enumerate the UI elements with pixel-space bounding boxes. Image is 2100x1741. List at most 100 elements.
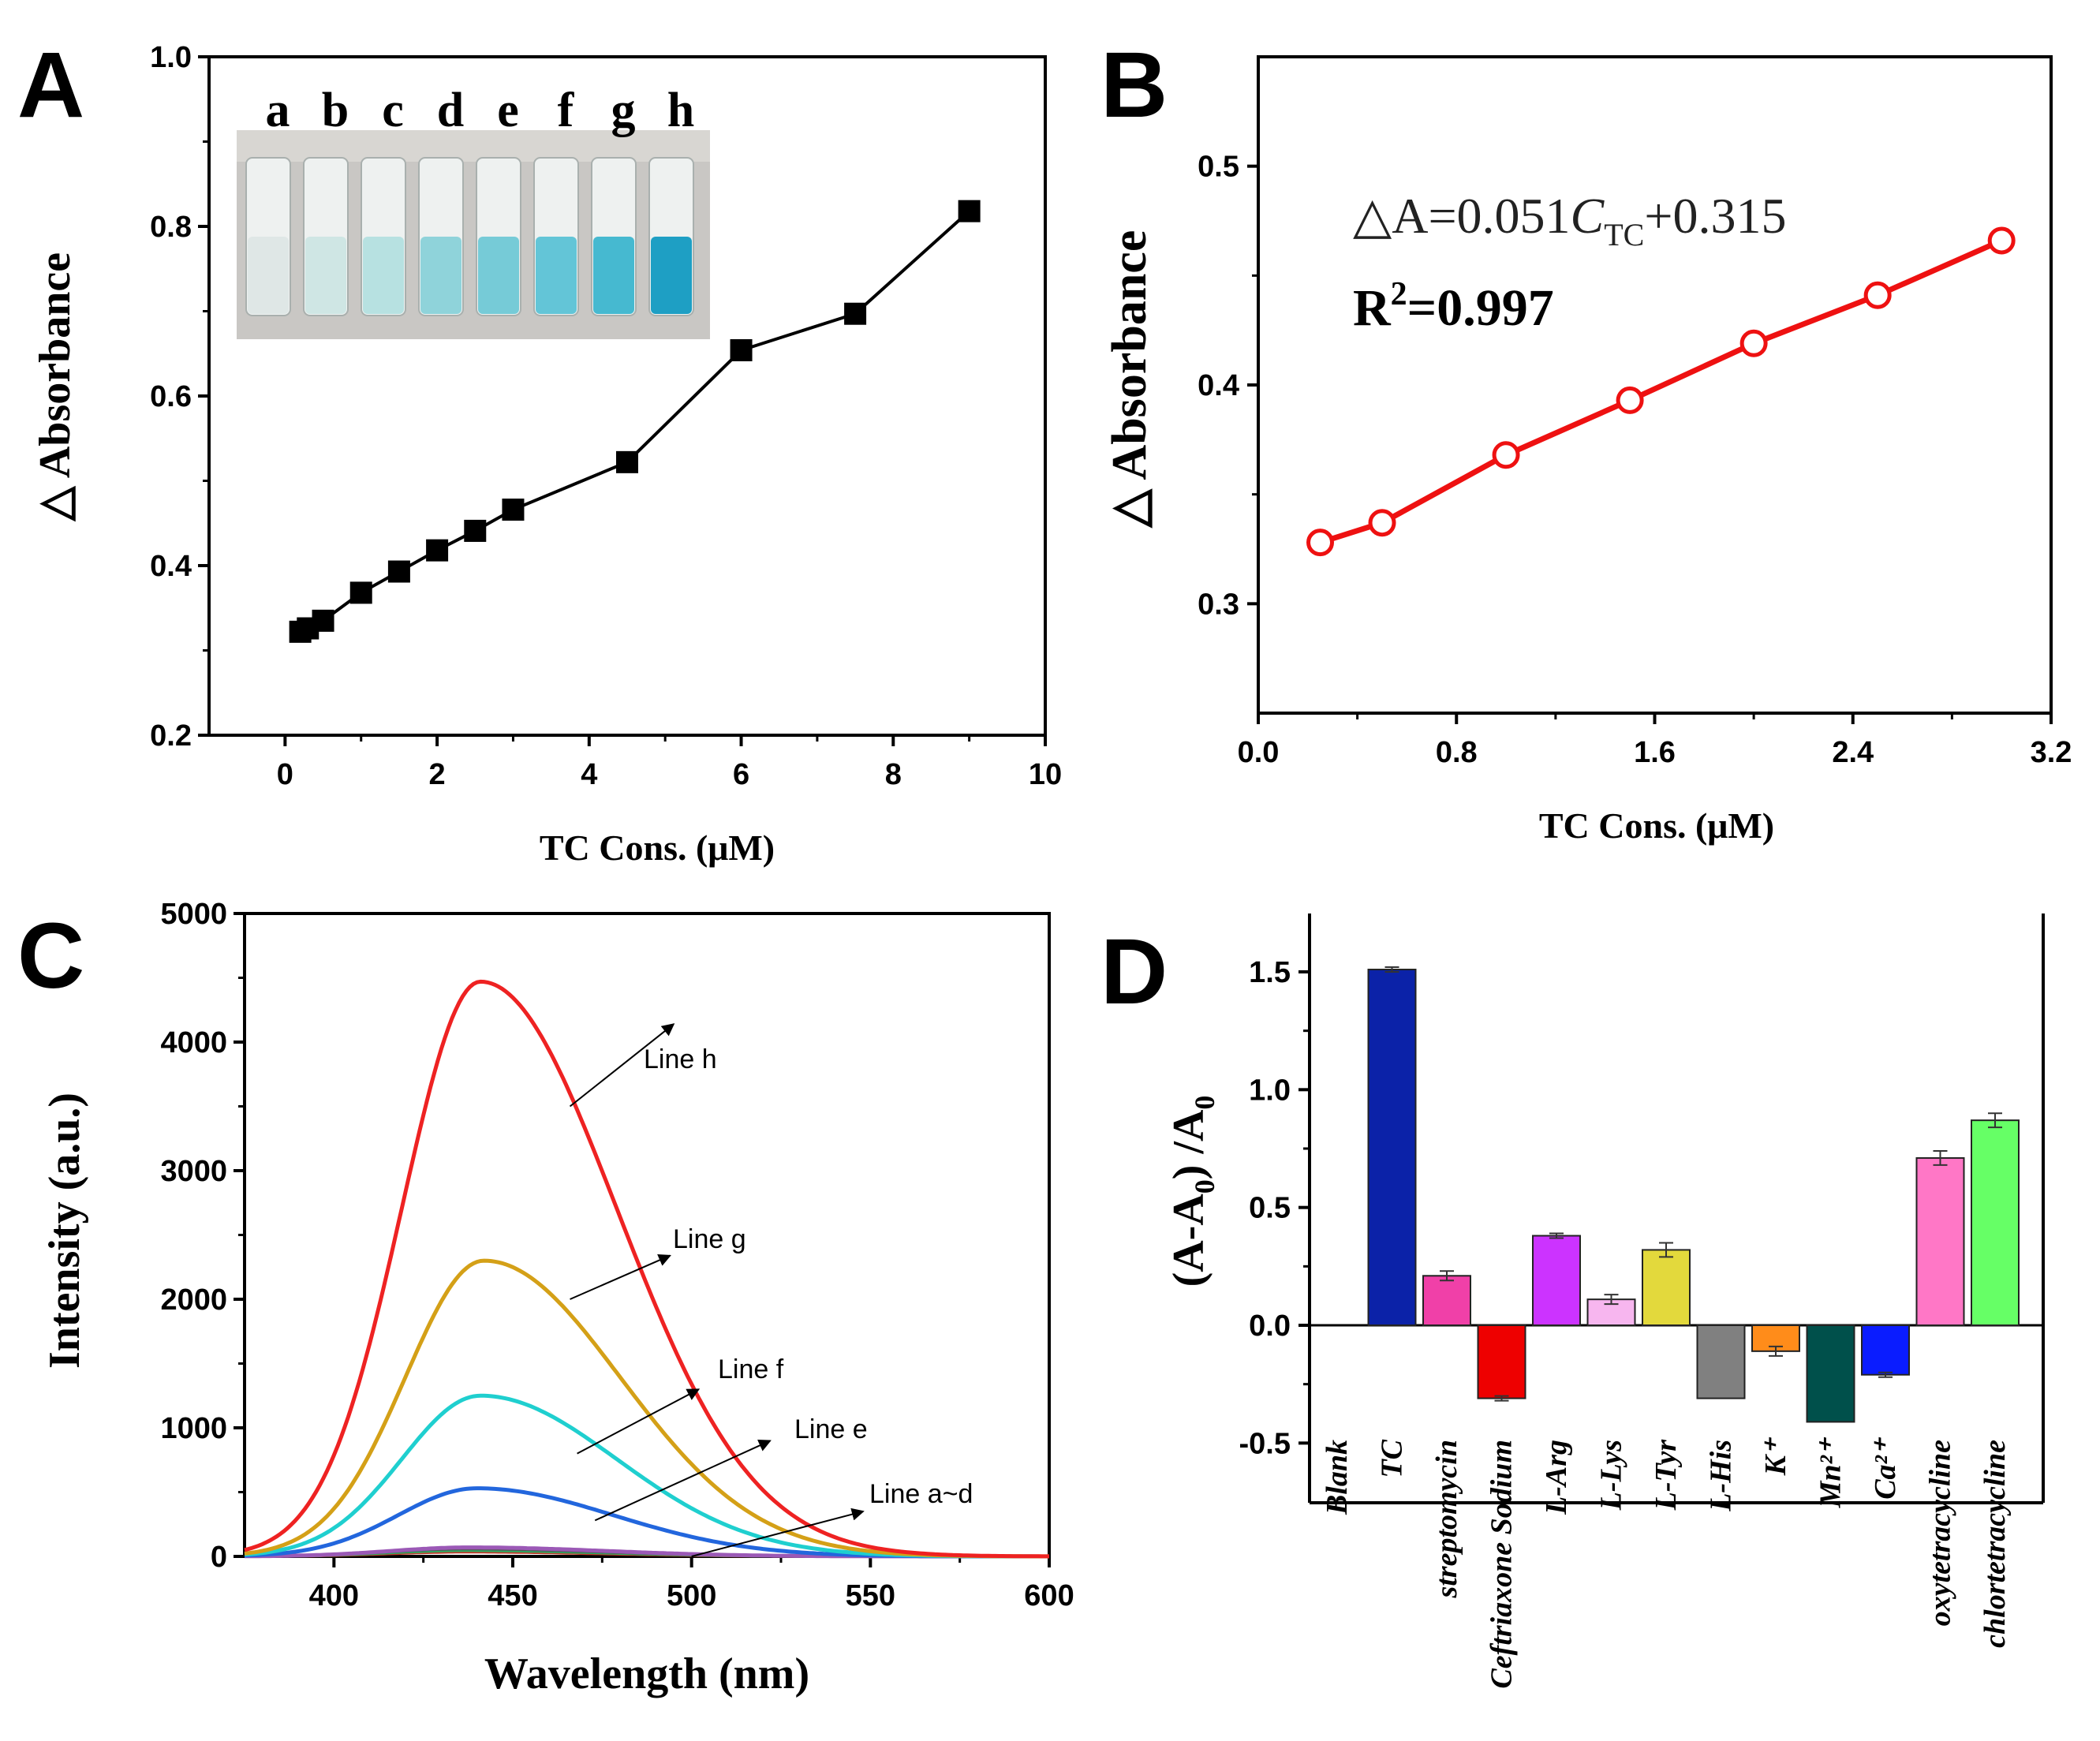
vial-liquid <box>363 237 404 314</box>
panel-a-xlabel: TC Cons. (μM) <box>540 828 775 868</box>
data-point <box>616 450 638 473</box>
annotation-arrow <box>594 1439 772 1522</box>
panel-d-ylabel: (A-A0) /A0 <box>1164 1096 1220 1287</box>
y-tick-label: 2000 <box>160 1283 227 1317</box>
panel-a-letter: A <box>17 33 84 137</box>
panel-c: C 400 450 500 550 600 0 1000 2000 3000 4000 5000 L… <box>17 898 1074 1698</box>
data-point <box>730 338 753 361</box>
panel-c-annotations: Line h Line g Line f Line e Line a~d <box>569 1023 973 1557</box>
data-point <box>1987 226 2016 255</box>
vial-liquid <box>593 237 634 314</box>
spectrum-curve <box>244 1258 1049 1559</box>
vial-liquid <box>651 237 692 314</box>
vial-label: a <box>266 84 290 137</box>
y-tick-label: 0.5 <box>1249 1192 1291 1225</box>
data-point <box>1863 281 1892 309</box>
x-tick-label: 1.6 <box>1634 736 1676 769</box>
category-label: Mn²⁺ <box>1814 1437 1848 1508</box>
bar <box>1806 1324 1855 1423</box>
bar <box>1422 1275 1471 1327</box>
x-tick-label: 3.2 <box>2031 736 2072 769</box>
panel-c-xlabel: Wavelength (nm) <box>484 1649 809 1698</box>
category-label: K⁺ <box>1759 1437 1792 1476</box>
x-tick-label: 600 <box>1024 1579 1074 1612</box>
x-tick-label: 10 <box>1029 758 1062 791</box>
bar <box>1971 1119 2020 1327</box>
annotation-label: Line g <box>673 1224 746 1254</box>
annotation-label: Line a~d <box>869 1479 973 1509</box>
y-tick-label: 0.4 <box>1198 369 1239 402</box>
x-tick-label: 2.4 <box>1832 736 1874 769</box>
data-point <box>1616 386 1644 414</box>
panel-d: D -0.5 0.0 0.5 1.0 1.5 Blank TC streptomycin Ce… <box>1100 913 2045 1689</box>
panel-d-category-labels: Blank TC streptomycin Ceftriaxone Sodium L-A… <box>1321 1437 2012 1689</box>
y-tick-label: 4000 <box>160 1026 227 1059</box>
bar <box>1367 969 1417 1326</box>
annotation-label: Line f <box>718 1354 784 1384</box>
category-label: TC <box>1376 1439 1409 1478</box>
vial-liquid <box>536 237 577 314</box>
vial-label: f <box>558 84 575 137</box>
panel-b-plot-frame <box>1257 55 2053 715</box>
x-tick-label: 4 <box>581 758 597 791</box>
x-tick-label: 0.0 <box>1238 736 1280 769</box>
annotation-arrow <box>577 1388 701 1455</box>
vial-label: d <box>437 84 464 137</box>
category-label: L-Lys <box>1595 1440 1628 1511</box>
panel-c-letter: C <box>17 904 84 1008</box>
x-tick-label: 8 <box>885 758 902 791</box>
category-label: Blank <box>1321 1440 1354 1515</box>
vial-liquid <box>420 237 461 314</box>
bar <box>1861 1324 1910 1376</box>
annotation-label: Line e <box>794 1414 868 1444</box>
x-tick-label: 400 <box>309 1579 359 1612</box>
panel-c-ticks: 400 450 500 550 600 0 1000 2000 3000 4000 5000 <box>160 898 1074 1612</box>
y-tick-label: 0 <box>211 1541 227 1574</box>
bar <box>1642 1249 1691 1326</box>
x-tick-label: 6 <box>733 758 749 791</box>
data-point <box>1739 329 1768 357</box>
y-tick-label: 0.3 <box>1198 588 1239 621</box>
vial-photo-inset <box>237 130 710 339</box>
panel-b-r-squared: R2=0.997 <box>1353 276 1554 337</box>
vial-label: c <box>382 84 404 137</box>
spectrum-curve <box>244 979 1049 1559</box>
data-point <box>464 519 487 542</box>
panel-c-ylabel: Intensity (a.u.) <box>40 1093 89 1369</box>
data-point <box>1368 509 1396 537</box>
vial-liquid <box>248 237 289 314</box>
vial-photo-top-band <box>237 130 710 162</box>
bar <box>1477 1324 1526 1399</box>
category-label: oxytetracycline <box>1924 1440 1957 1626</box>
panel-b-ylabel: △ Absorbance <box>1103 230 1156 529</box>
annotation-arrow <box>569 1023 675 1108</box>
data-point <box>426 539 449 562</box>
annotation-label: Line h <box>644 1044 717 1074</box>
y-tick-label: 3000 <box>160 1155 227 1188</box>
panel-b-equation: △A=0.051CTC+0.315 <box>1353 188 1786 252</box>
panel-b-series <box>1306 226 2016 557</box>
category-label: Ca²⁺ <box>1869 1437 1902 1500</box>
data-point <box>844 302 867 325</box>
x-tick-label: 0.8 <box>1436 736 1478 769</box>
vial-label: e <box>497 84 519 137</box>
vial-label: h <box>667 84 694 137</box>
category-label: chlortetracycline <box>1979 1440 2012 1648</box>
data-point <box>1492 441 1520 469</box>
data-point <box>387 560 410 583</box>
panel-d-bars <box>1367 966 2020 1423</box>
category-label: L-Tyr <box>1650 1439 1683 1511</box>
y-tick-label: 1.0 <box>1249 1074 1291 1107</box>
bar <box>1532 1235 1581 1327</box>
bar <box>1915 1156 1965 1326</box>
panel-b-xlabel: TC Cons. (μM) <box>1539 805 1774 846</box>
annotation-arrow <box>691 1507 865 1557</box>
x-tick-label: 2 <box>429 758 446 791</box>
y-tick-label: 1.5 <box>1249 956 1291 989</box>
x-tick-label: 0 <box>277 758 293 791</box>
panel-a-ylabel: △ Absorbance <box>31 252 80 522</box>
data-point <box>1306 529 1335 557</box>
